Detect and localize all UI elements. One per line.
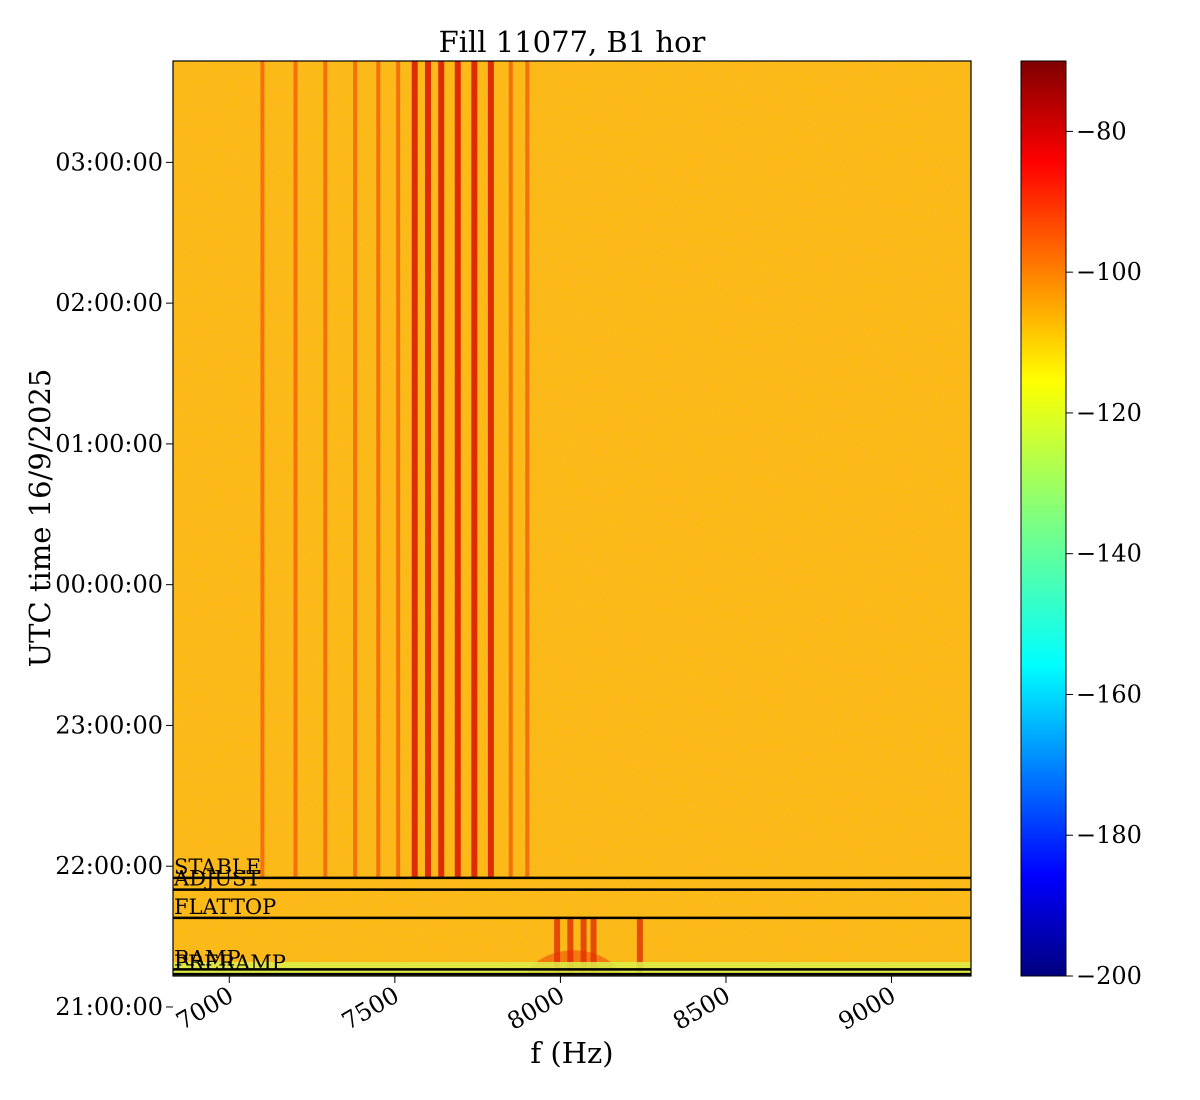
y-tick-label: 23:00:00 <box>55 711 163 739</box>
spectral-line <box>353 61 358 878</box>
ramp-line <box>590 917 597 976</box>
ramp-line <box>567 917 574 976</box>
y-axis-label: UTC time 16/9/2025 <box>23 369 57 668</box>
spectral-line <box>293 61 298 878</box>
spectral-line <box>396 61 401 878</box>
colorbar-tick-label: −200 <box>1076 962 1142 990</box>
spectral-line <box>424 61 431 878</box>
spectral-line <box>525 61 530 878</box>
colorbar <box>1020 60 1067 977</box>
spectral-line <box>454 61 461 878</box>
mode-marker-label: PRERAMP <box>174 951 286 975</box>
mode-marker-label: FLATTOP <box>174 895 276 919</box>
spectral-line <box>508 61 513 878</box>
colorbar-tick-label: −180 <box>1076 821 1142 849</box>
ramp-line <box>580 917 587 976</box>
spectral-lines <box>260 61 643 976</box>
spectral-line <box>438 61 445 878</box>
mode-marker-label: STABLE <box>174 855 261 879</box>
spectral-line <box>260 61 265 878</box>
colorbar-tick-label: −140 <box>1076 540 1142 568</box>
colorbar-tick-label: −120 <box>1076 399 1142 427</box>
plot-frame <box>172 60 972 977</box>
x-tick-label: 9000 <box>834 981 901 1036</box>
x-tick-label: 8500 <box>668 981 735 1036</box>
colorbar-tick-label: −160 <box>1076 680 1142 708</box>
ramp-line <box>636 917 643 976</box>
y-tick-label: 01:00:00 <box>55 430 163 458</box>
colorbar-tick-label: −100 <box>1076 258 1142 286</box>
x-axis-label: f (Hz) <box>530 1036 613 1070</box>
spectral-line <box>411 61 418 878</box>
x-tick-label: 8000 <box>503 981 570 1036</box>
chart-title: Fill 11077, B1 hor <box>439 25 706 59</box>
y-tick-label: 21:00:00 <box>55 993 163 1021</box>
y-axis-ticks: 21:00:00 22:00:00 23:00:00 00:00:00 01:00:00… <box>55 148 173 1021</box>
ramp-line <box>554 917 561 976</box>
x-axis-ticks: 7000 7500 8000 8500 9000 <box>171 976 901 1036</box>
spectrogram-noise <box>173 61 971 976</box>
spectral-line <box>471 61 478 878</box>
mode-marker-label: ADJUST <box>173 867 261 891</box>
colorbar-ticks: −80 −100 −120 −140 −160 −180 −200 <box>1066 117 1142 990</box>
colorbar-tick-label: −80 <box>1076 117 1127 145</box>
y-tick-label: 03:00:00 <box>55 148 163 176</box>
spectral-line <box>376 61 381 878</box>
x-tick-label: 7000 <box>171 981 238 1036</box>
mode-marker-label: RAMP <box>174 946 241 970</box>
x-tick-label: 7500 <box>337 981 404 1036</box>
spectral-line <box>323 61 328 878</box>
spectral-line <box>487 61 494 878</box>
y-tick-label: 00:00:00 <box>55 571 163 599</box>
y-tick-label: 22:00:00 <box>55 852 163 880</box>
y-tick-label: 02:00:00 <box>55 289 163 317</box>
